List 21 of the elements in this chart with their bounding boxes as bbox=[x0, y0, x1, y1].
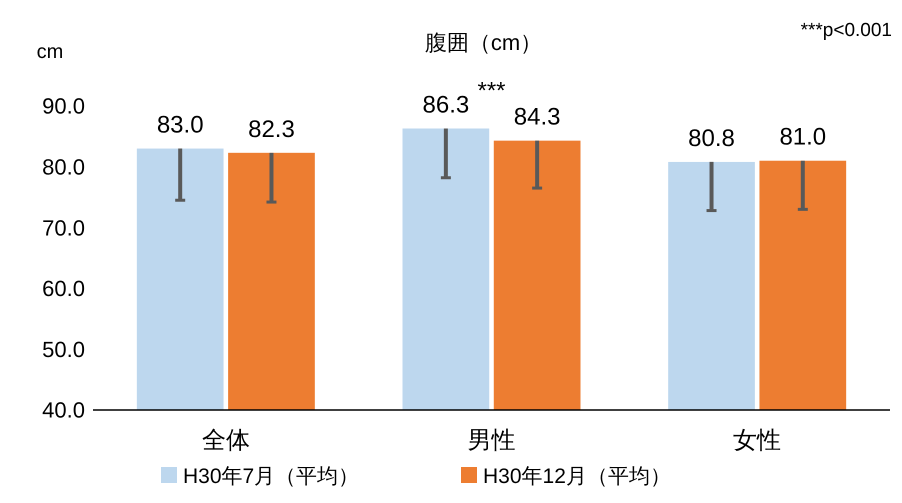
chart-title: 腹囲（cm） bbox=[424, 30, 542, 55]
x-tick-label: 女性 bbox=[733, 427, 782, 454]
x-tick-label: 全体 bbox=[202, 427, 250, 454]
x-tick-label: 男性 bbox=[468, 427, 516, 454]
y-tick-label: 40.0 bbox=[42, 398, 85, 423]
data-label: 86.3 bbox=[422, 91, 470, 118]
annotation: *** bbox=[477, 77, 506, 104]
y-tick-label: 50.0 bbox=[42, 336, 85, 362]
data-label: 84.3 bbox=[514, 104, 560, 131]
legend-label: H30年12月（平均） bbox=[483, 465, 671, 488]
y-tick-label: 60.0 bbox=[42, 276, 85, 302]
data-label: 80.8 bbox=[688, 124, 735, 152]
y-tick-label: 70.0 bbox=[42, 215, 85, 240]
y-tick-label: 90.0 bbox=[42, 94, 85, 119]
legend-label: H30年7月（平均） bbox=[183, 465, 360, 488]
data-label: 83.0 bbox=[156, 112, 204, 139]
y-tick-label: 80.0 bbox=[42, 154, 85, 180]
text: ***p<0.001 bbox=[800, 20, 892, 41]
data-label: 82.3 bbox=[248, 116, 295, 143]
data-label: 81.0 bbox=[779, 124, 826, 151]
y-axis-title: cm bbox=[36, 41, 64, 63]
